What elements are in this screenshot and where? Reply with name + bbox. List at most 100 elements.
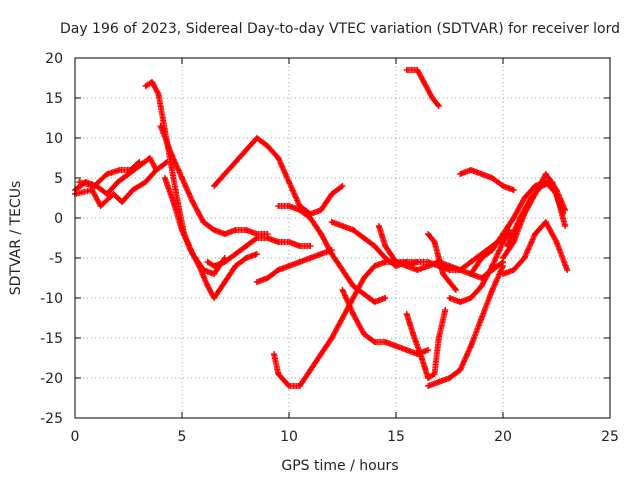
- series-arc-19: [425, 231, 459, 293]
- data-point: [440, 271, 447, 277]
- data-point: [76, 179, 83, 185]
- y-axis-label: SDTVAR / TECUs: [8, 181, 24, 296]
- data-point: [221, 231, 228, 237]
- x-axis-label: GPS time / hours: [281, 458, 398, 474]
- data-point: [155, 91, 162, 97]
- y-tick-label: 0: [54, 211, 63, 227]
- data-point: [435, 335, 442, 341]
- data-point: [467, 343, 474, 349]
- data-point: [467, 259, 474, 265]
- data-point: [442, 307, 449, 313]
- data-point: [371, 263, 378, 269]
- data-point: [457, 367, 464, 373]
- series-arc-16: [403, 67, 442, 109]
- data-point: [350, 227, 357, 233]
- data-point: [429, 95, 436, 101]
- data-point: [179, 227, 185, 233]
- data-point: [232, 227, 239, 233]
- data-point: [425, 347, 432, 353]
- data-point: [164, 159, 171, 165]
- data-point: [275, 155, 282, 161]
- plot-frame: [74, 57, 611, 419]
- data-point: [275, 239, 282, 245]
- data-point: [221, 171, 228, 177]
- data-point: [510, 267, 517, 273]
- data-point: [435, 379, 442, 385]
- data-point: [318, 231, 325, 237]
- data-point: [446, 263, 453, 269]
- data-point: [286, 179, 292, 185]
- data-point: [431, 371, 438, 377]
- data-point: [549, 179, 556, 185]
- y-tick-label: 20: [45, 51, 63, 67]
- data-point: [414, 259, 421, 265]
- series-arc-25: [500, 219, 571, 277]
- y-tick-label: 5: [54, 171, 63, 187]
- series-arc-24: [504, 179, 566, 249]
- data-point: [360, 331, 367, 337]
- y-tick-label: -5: [49, 251, 63, 267]
- data-point: [532, 231, 539, 237]
- data-point: [542, 219, 549, 225]
- data-point: [382, 295, 389, 301]
- data-point: [91, 183, 98, 189]
- data-point: [478, 255, 485, 261]
- data-point: [517, 215, 524, 221]
- data-point: [328, 219, 335, 225]
- data-point: [435, 255, 442, 261]
- data-point: [264, 235, 271, 241]
- series-arc-21: [457, 167, 517, 193]
- data-point: [489, 175, 496, 181]
- x-tick-label: 0: [71, 429, 80, 445]
- y-tick-label: -15: [40, 331, 63, 347]
- data-point: [500, 231, 506, 237]
- data-point: [538, 183, 545, 189]
- x-tick-label: 25: [601, 429, 619, 445]
- data-point: [187, 247, 194, 253]
- data-point: [478, 171, 485, 177]
- data-point: [521, 195, 528, 201]
- data-point: [371, 299, 378, 305]
- data-point: [253, 279, 260, 285]
- data-point: [564, 267, 571, 273]
- data-point: [211, 183, 218, 189]
- data-point: [339, 183, 346, 189]
- data-point: [371, 243, 378, 249]
- data-point: [382, 255, 389, 261]
- data-point: [414, 67, 421, 73]
- x-tick-label: 10: [280, 429, 298, 445]
- data-point: [467, 295, 474, 301]
- y-tick-label: 10: [45, 131, 63, 147]
- data-point: [446, 295, 453, 301]
- data-point: [318, 351, 325, 357]
- data-point: [275, 371, 282, 377]
- data-point: [129, 187, 136, 193]
- data-point: [339, 315, 346, 321]
- data-point: [275, 267, 282, 273]
- series-arc-17: [403, 307, 449, 381]
- data-point: [211, 263, 218, 269]
- data-point: [253, 135, 260, 141]
- x-tick-label: 15: [387, 429, 405, 445]
- data-point: [425, 375, 432, 381]
- data-point: [500, 263, 506, 269]
- series-arc-6: [161, 175, 260, 301]
- data-point: [339, 267, 346, 273]
- data-point: [339, 287, 346, 293]
- data-point: [431, 239, 438, 245]
- data-point: [489, 287, 496, 293]
- data-point: [204, 259, 211, 265]
- data-point: [527, 195, 534, 201]
- data-point: [435, 103, 442, 109]
- data-point: [104, 171, 111, 177]
- series-arc-2: [72, 159, 171, 209]
- data-point: [452, 287, 459, 293]
- data-point: [170, 199, 177, 205]
- data-point: [264, 143, 271, 149]
- data-point: [286, 263, 292, 269]
- data-point: [296, 383, 303, 389]
- data-point: [489, 247, 496, 253]
- data-point: [328, 335, 335, 341]
- data-point: [296, 207, 303, 213]
